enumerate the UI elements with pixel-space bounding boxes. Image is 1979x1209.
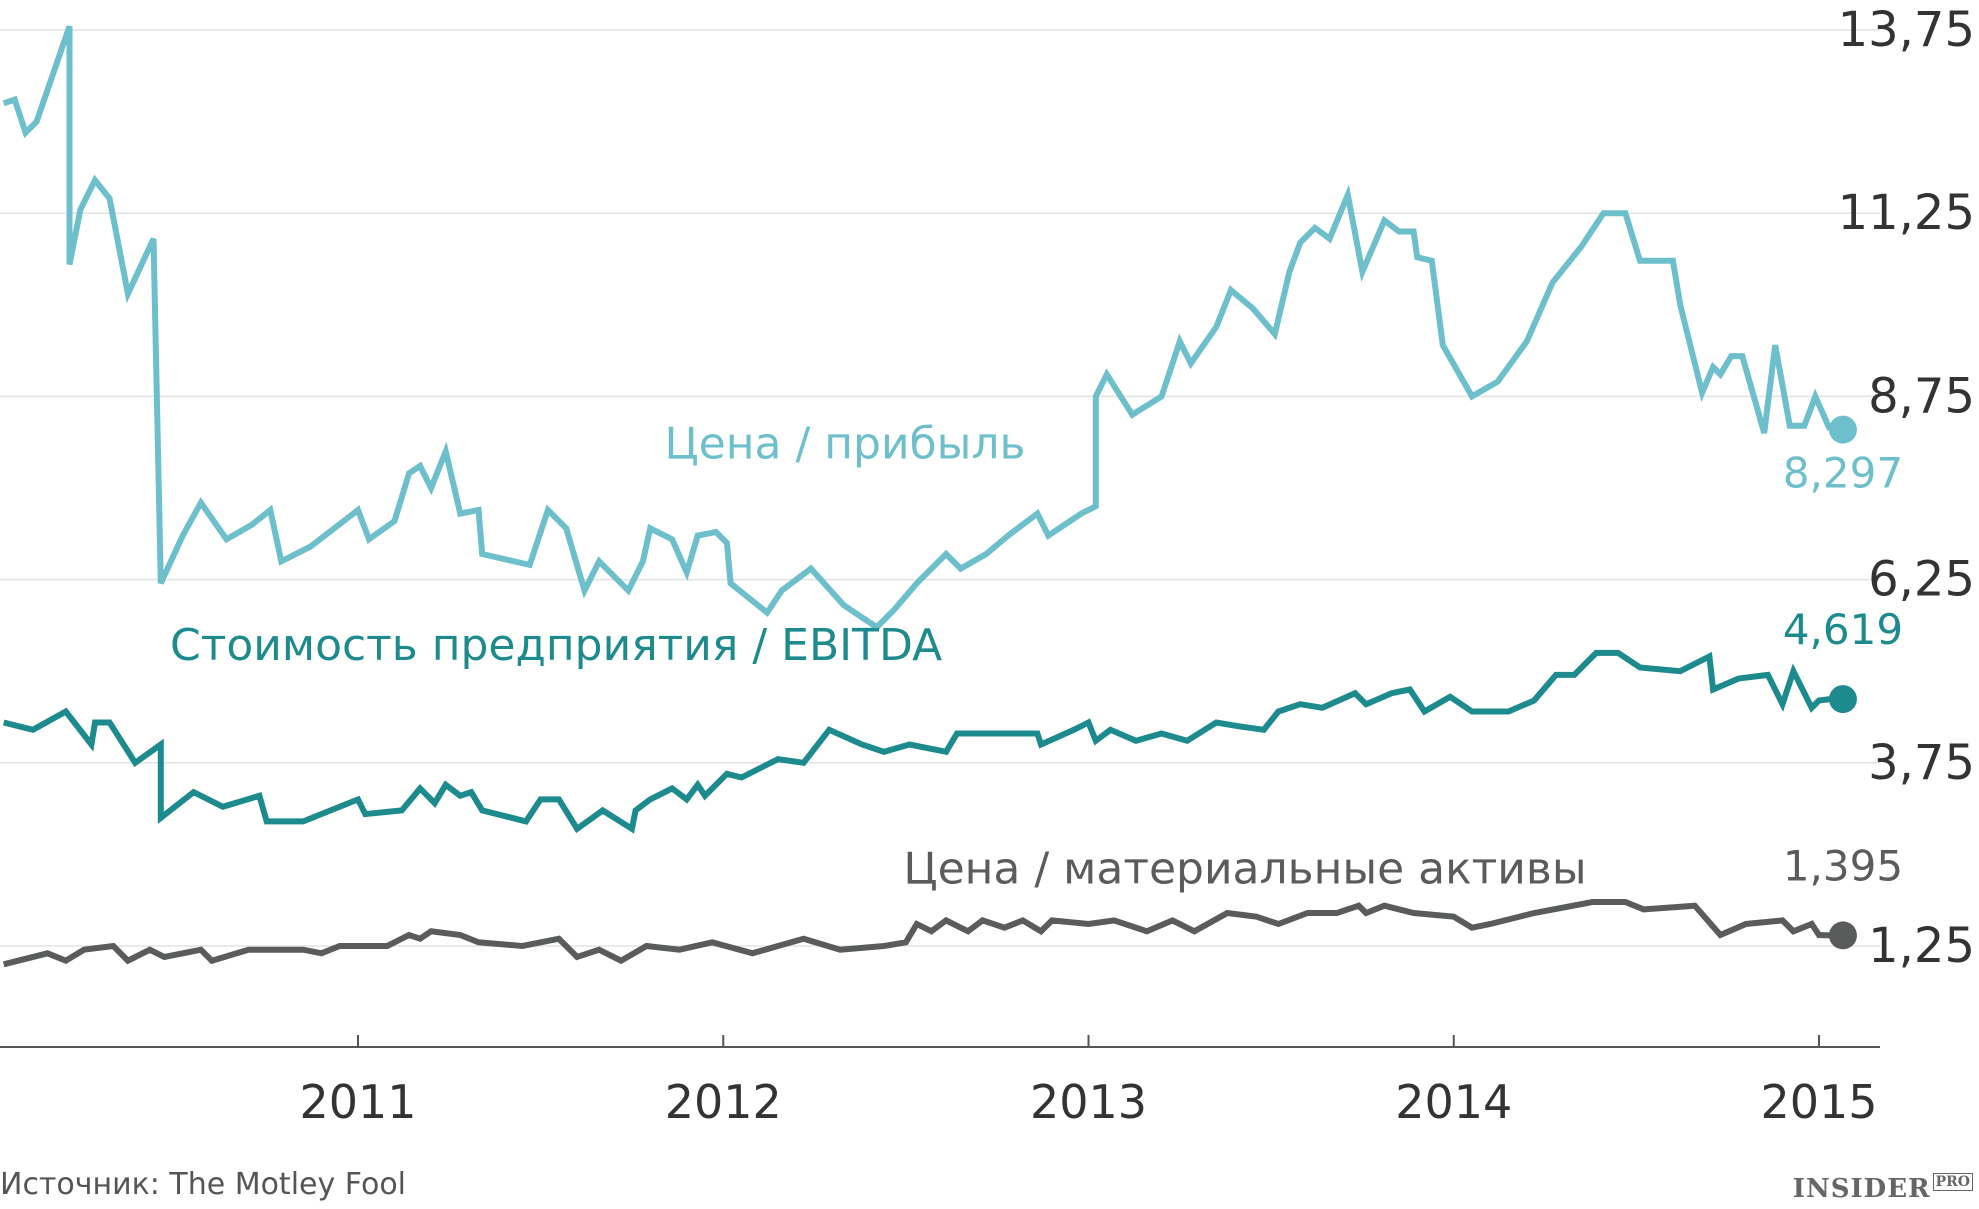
- x-tick-label: 2011: [299, 1075, 416, 1129]
- labels-group: 8,297 4,619 1,395 Цена / прибыль Стоимость п…: [170, 419, 1903, 895]
- axes: 1,25 3,75 6,25 8,75 11,25 13,75 2011 2012 2013 20…: [0, 2, 1975, 1129]
- series-end-marker-1: [1828, 685, 1857, 714]
- series-name-label-0: Цена / прибыль: [665, 419, 1026, 470]
- y-tick-label: 13,75: [1838, 2, 1975, 58]
- series-group: [2, 25, 1857, 968]
- grid-lines: [0, 29, 1880, 947]
- series-end-label-2: 1,395: [1783, 841, 1903, 890]
- x-tick-label: 2014: [1395, 1075, 1512, 1129]
- x-tick-label: 2012: [665, 1075, 782, 1129]
- series-line-0: [2, 25, 1833, 632]
- brand-logo: INSIDER PRO: [1792, 1173, 1973, 1204]
- series-line-2: [2, 899, 1831, 968]
- y-tick-label: 11,25: [1838, 185, 1975, 241]
- y-tick-label: 3,75: [1868, 735, 1975, 791]
- series-name-label-1: Стоимость предприятия / EBITDA: [170, 620, 942, 671]
- x-tick-label: 2015: [1760, 1075, 1877, 1129]
- series-end-label-0: 8,297: [1783, 449, 1903, 498]
- y-tick-label: 6,25: [1868, 552, 1975, 608]
- series-end-marker-0: [1828, 415, 1857, 444]
- series-end-marker-2: [1828, 921, 1857, 950]
- source-note: Источник: The Motley Fool: [0, 1167, 407, 1202]
- y-tick-label: 1,25: [1868, 918, 1975, 974]
- x-tick-label: 2013: [1030, 1075, 1147, 1129]
- series-name-label-2: Цена / материальные активы: [903, 844, 1586, 895]
- brand-sub: PRO: [1932, 1173, 1973, 1191]
- series-end-label-1: 4,619: [1783, 605, 1903, 654]
- y-tick-label: 8,75: [1868, 368, 1975, 424]
- series-line-1: [2, 649, 1831, 834]
- brand-name: INSIDER: [1792, 1174, 1931, 1204]
